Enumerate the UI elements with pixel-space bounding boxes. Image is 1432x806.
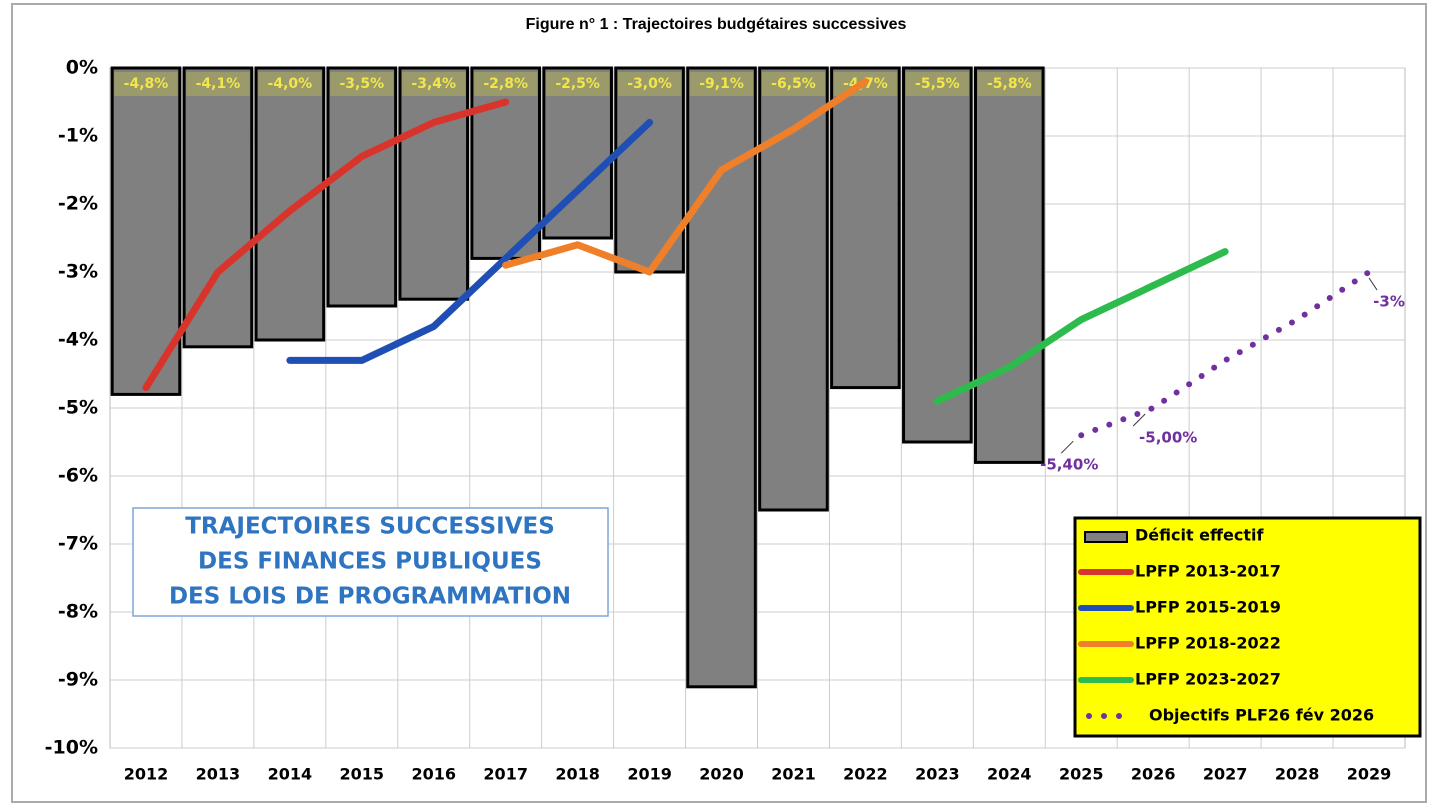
x-tick-label: 2019 — [627, 765, 672, 784]
line-value-label: -5,00% — [1139, 429, 1197, 447]
bar-label-bg — [186, 72, 250, 96]
label-leader — [1132, 413, 1146, 427]
chart-title: Figure n° 1 : Trajectoires budgétaires s… — [526, 16, 907, 33]
bar-label-bg — [474, 72, 538, 96]
y-tick-label: -6% — [58, 465, 98, 487]
bar-label: -5,8% — [987, 76, 1032, 92]
legend-label: LPFP 2015-2019 — [1135, 598, 1281, 617]
y-tick-label: -3% — [58, 261, 98, 283]
x-tick-label: 2012 — [124, 765, 169, 784]
bar-label: -5,5% — [915, 76, 960, 92]
y-tick-label: -8% — [58, 601, 98, 623]
legend-box — [1073, 516, 1422, 738]
bar-label-bg — [330, 72, 394, 96]
annotation-text: DES FINANCES PUBLIQUES — [198, 549, 542, 575]
legend-label: LPFP 2023-2027 — [1135, 670, 1281, 689]
bar-label: -3,4% — [411, 76, 456, 92]
x-tick-label: 2023 — [915, 765, 960, 784]
x-tick-label: 2028 — [1275, 765, 1320, 784]
x-tick-label: 2014 — [268, 765, 313, 784]
legend-label: Déficit effectif — [1135, 526, 1264, 545]
legend-label: LPFP 2013-2017 — [1135, 562, 1281, 581]
x-tick-label: 2025 — [1059, 765, 1104, 784]
bar — [614, 66, 685, 274]
bar-label: -4,1% — [196, 76, 241, 92]
bar-label-bg — [258, 72, 322, 96]
bar-label: -3,5% — [339, 76, 384, 92]
bar — [182, 66, 254, 349]
y-tick-label: -5% — [58, 397, 98, 419]
bar-label-bg — [761, 72, 826, 96]
x-tick-label: 2018 — [555, 765, 600, 784]
line — [502, 78, 869, 276]
x-tick-label: 2024 — [987, 765, 1032, 784]
bar — [326, 66, 398, 308]
line — [286, 118, 654, 364]
y-tick-label: -10% — [45, 737, 98, 759]
bar-label-bg — [402, 72, 466, 96]
line — [142, 98, 510, 392]
x-tick-label: 2016 — [411, 765, 456, 784]
y-tick-label: -7% — [58, 533, 98, 555]
label-leader — [1368, 277, 1378, 291]
x-tick-label: 2020 — [699, 765, 744, 784]
bar-label: -6,5% — [771, 76, 816, 92]
bar-label-bg — [977, 72, 1041, 96]
x-tick-label: 2026 — [1131, 765, 1176, 784]
x-tick-label: 2015 — [340, 765, 385, 784]
bar-label: -4,0% — [268, 76, 313, 92]
line — [1078, 269, 1373, 439]
bar-label-bg — [617, 72, 682, 96]
label-leader — [1060, 440, 1074, 454]
x-tick-label: 2013 — [196, 765, 241, 784]
bar — [902, 66, 973, 444]
line-value-label: -5,40% — [1040, 456, 1098, 474]
bar-label-bg — [905, 72, 970, 96]
bar-label: -2,5% — [555, 76, 600, 92]
bar — [973, 66, 1045, 464]
y-tick-label: 0% — [66, 57, 98, 79]
annotation-text: DES LOIS DE PROGRAMMATION — [169, 584, 571, 610]
bar — [830, 66, 901, 390]
annotation-box — [132, 507, 609, 617]
y-tick-label: -2% — [58, 193, 98, 215]
x-tick-label: 2017 — [483, 765, 528, 784]
bar-label: -9,1% — [699, 76, 744, 92]
x-tick-label: 2022 — [843, 765, 888, 784]
bar — [254, 66, 326, 342]
x-tick-label: 2027 — [1203, 765, 1248, 784]
x-tick-label: 2029 — [1347, 765, 1392, 784]
bar-label: -4,8% — [124, 76, 169, 92]
x-tick-label: 2021 — [771, 765, 816, 784]
legend-label: Objectifs PLF26 fév 2026 — [1149, 706, 1374, 725]
bar — [758, 66, 829, 512]
y-tick-label: -9% — [58, 669, 98, 691]
y-tick-label: -4% — [58, 329, 98, 351]
bar-label-bg — [689, 72, 754, 96]
bar — [398, 66, 470, 301]
line — [933, 248, 1229, 405]
bar — [686, 66, 757, 689]
legend-label: LPFP 2018-2022 — [1135, 634, 1281, 653]
bar-label-bg — [114, 72, 178, 96]
y-tick-label: -1% — [58, 125, 98, 147]
line-value-label: -3% — [1373, 293, 1405, 311]
bar-label-bg — [545, 72, 610, 96]
bar-label: -2,8% — [483, 76, 528, 92]
bar — [110, 66, 182, 396]
annotation-text: TRAJECTOIRES SUCCESSIVES — [185, 514, 555, 540]
legend-swatch — [1084, 531, 1128, 543]
bar-label: -3,0% — [627, 76, 672, 92]
bar — [470, 66, 542, 260]
